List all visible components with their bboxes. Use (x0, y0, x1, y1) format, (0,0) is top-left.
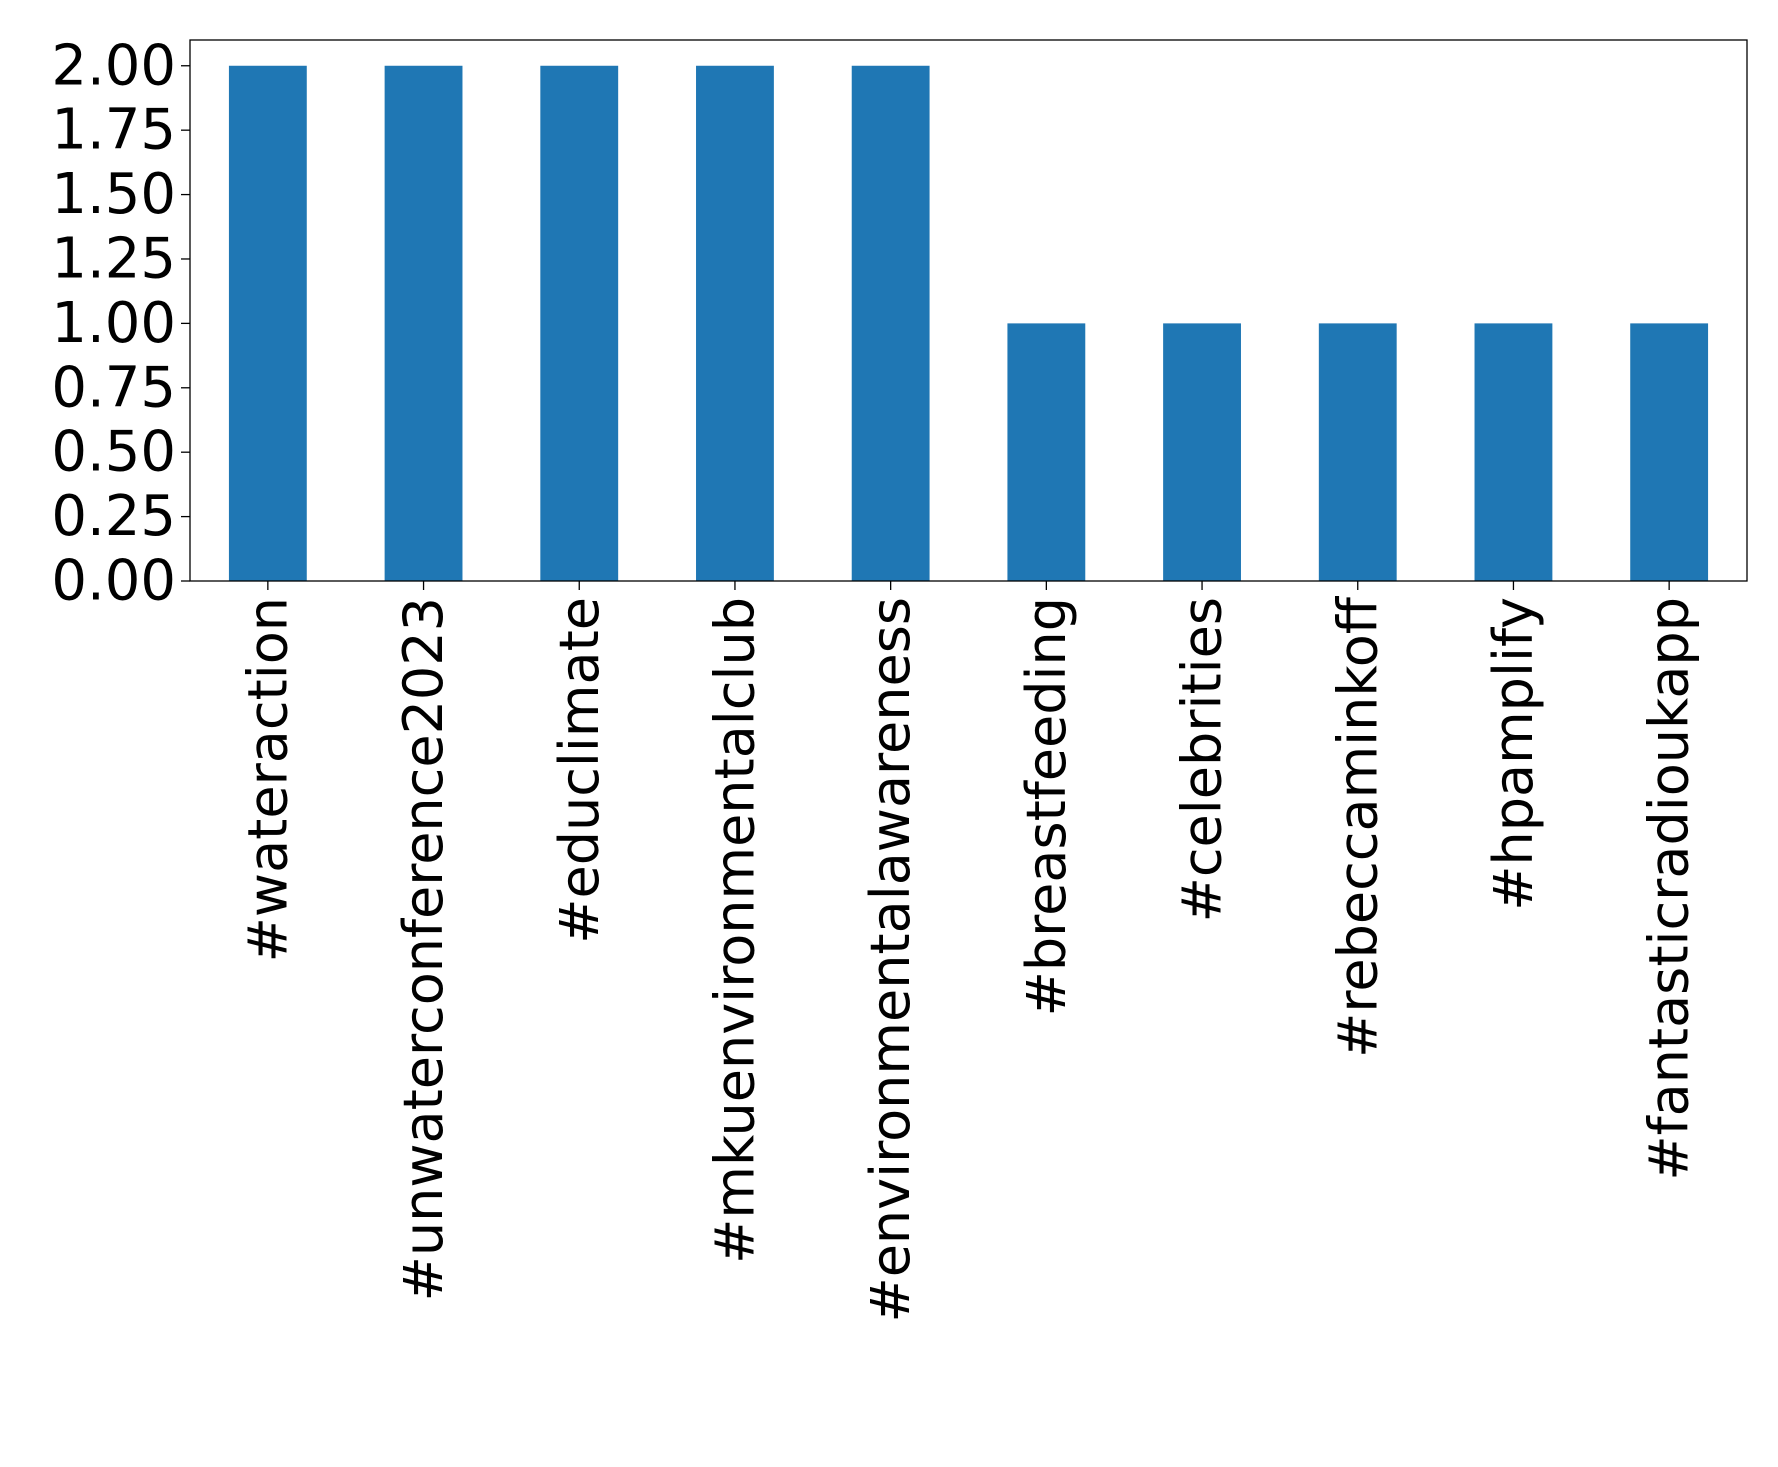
x-tick-label-8: #hpamplify (1482, 597, 1545, 911)
bar-9 (1630, 323, 1709, 581)
x-tick-label-4: #environmentalawareness (859, 597, 922, 1323)
x-tick-label-6: #celebrities (1171, 597, 1234, 922)
y-tick-label-1: 0.25 (51, 484, 176, 549)
bar-3 (696, 65, 774, 581)
y-axis: 0.000.250.500.751.001.251.501.752.00 (51, 33, 190, 614)
bar-1 (384, 65, 463, 581)
bar-5 (1007, 323, 1086, 581)
x-tick-label-0: #wateraction (236, 597, 299, 962)
plot-frame (189, 39, 1748, 582)
x-tick-label-7: #rebeccaminkoff (1326, 595, 1389, 1058)
x-axis: #wateraction #unwaterconference2023 #educl… (236, 581, 1701, 1323)
x-tick-label-5: #breastfeeding (1015, 597, 1078, 1016)
x-tick-label-3: #mkuenvironmentalclub (703, 597, 766, 1264)
bar-2 (540, 65, 619, 581)
bar-7 (1318, 323, 1397, 581)
y-tick-label-4: 1.00 (51, 291, 176, 356)
bar-0 (228, 65, 307, 581)
x-tick-label-2: #educlimate (548, 597, 611, 944)
y-tick-label-2: 0.50 (51, 420, 176, 485)
y-tick-label-6: 1.50 (51, 162, 176, 227)
y-tick-label-5: 1.25 (51, 226, 176, 291)
y-tick-label-8: 2.00 (51, 33, 176, 98)
y-tick-label-3: 0.75 (51, 355, 176, 420)
y-tick-label-0: 0.00 (51, 549, 176, 614)
bars-group (228, 65, 1709, 581)
x-tick-label-9: #fantasticradioukapp (1638, 597, 1701, 1181)
y-tick-label-7: 1.75 (51, 98, 176, 163)
bar-6 (1163, 323, 1241, 581)
x-tick-label-1: #unwaterconference2023 (392, 597, 455, 1301)
bar-4 (851, 65, 930, 581)
bar-8 (1474, 323, 1553, 581)
